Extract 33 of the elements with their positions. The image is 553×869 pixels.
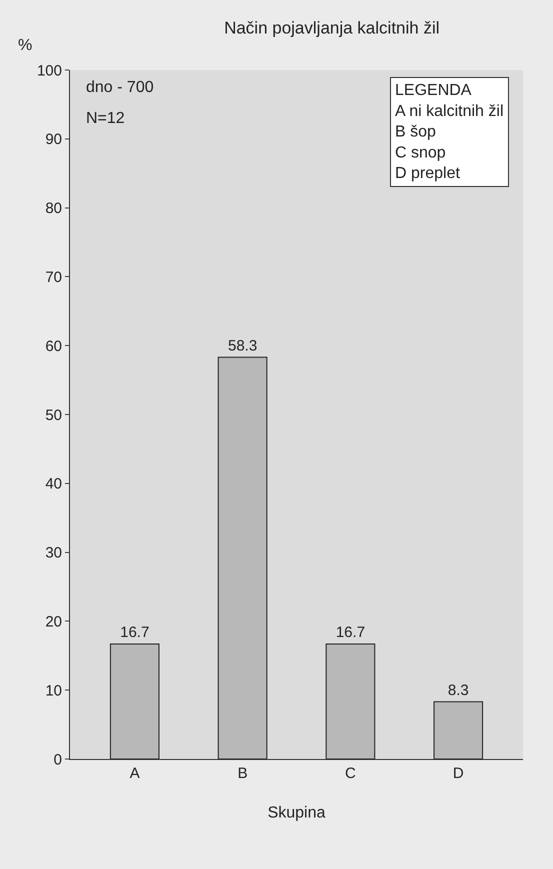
data-label: 16.7 xyxy=(120,624,150,641)
annotation: B šop xyxy=(395,124,436,141)
annotation: C snop xyxy=(395,144,446,162)
x-tick-label: C xyxy=(345,765,356,782)
y-tick-label: 50 xyxy=(45,406,62,424)
bar xyxy=(326,643,376,759)
x-tick-label: D xyxy=(452,765,464,782)
bar xyxy=(434,701,484,759)
data-label: 16.7 xyxy=(336,624,366,641)
y-tick-label: 80 xyxy=(45,200,62,218)
y-axis-title: % xyxy=(18,37,32,54)
data-label: 8.3 xyxy=(448,682,469,699)
y-tick-label: 70 xyxy=(45,268,62,286)
annotation: LEGENDA xyxy=(395,82,472,99)
y-tick-label: 100 xyxy=(36,62,62,80)
y-tick-label: 40 xyxy=(45,476,62,493)
y-tick-label: 10 xyxy=(45,682,62,700)
x-tick-label: A xyxy=(130,765,140,782)
y-tick-label: 20 xyxy=(45,613,62,630)
data-label: 58.3 xyxy=(228,337,258,354)
y-tick-label: 90 xyxy=(45,131,62,148)
chart-title: Način pojavljanja kalcitnih žil xyxy=(224,18,440,38)
annotation: dno - 700 xyxy=(86,79,154,96)
annotation: A ni kalcitnih žil xyxy=(395,102,504,120)
y-tick-label: 60 xyxy=(45,338,62,355)
x-tick-label: B xyxy=(238,765,248,782)
y-tick-label: 0 xyxy=(54,751,62,768)
x-axis-title: Skupina xyxy=(268,804,326,822)
y-tick-label: 30 xyxy=(45,544,62,562)
annotation: D preplet xyxy=(395,165,460,182)
bar xyxy=(218,356,268,759)
annotation: N=12 xyxy=(86,110,125,127)
bar xyxy=(110,643,160,759)
